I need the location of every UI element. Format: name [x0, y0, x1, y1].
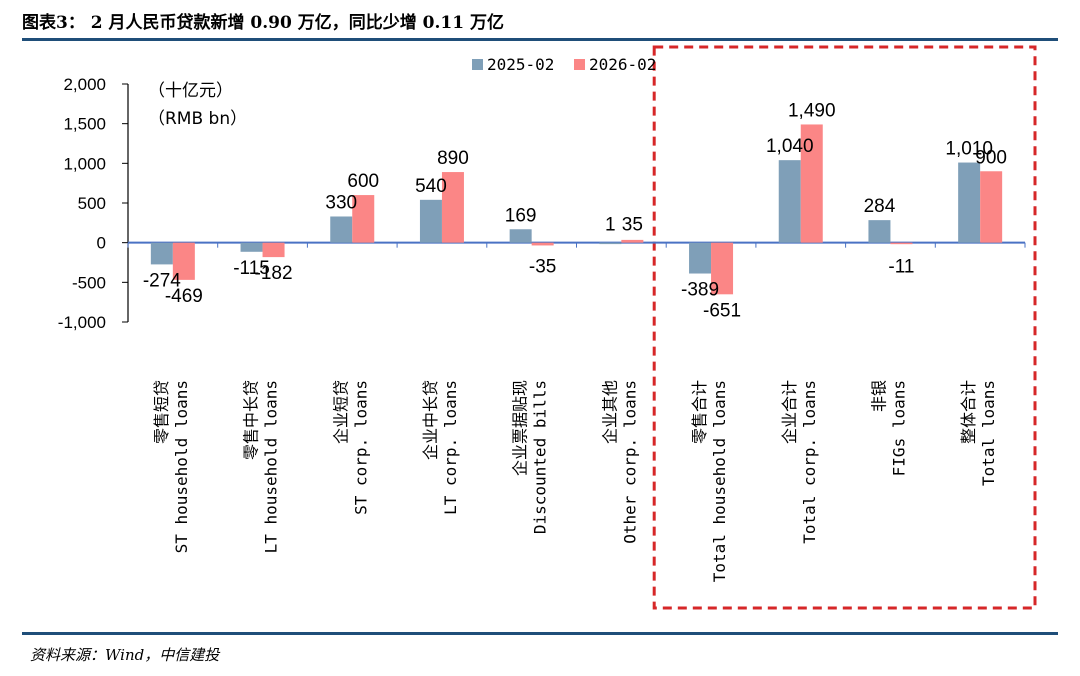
category-label-en: LT household loans — [262, 380, 281, 553]
category-label-cn: 企业票据贴现 — [511, 380, 530, 476]
bar-2025-02-6 — [689, 242, 712, 274]
unit-label-cn: （十亿元） — [148, 81, 233, 101]
data-label: -115 — [233, 258, 270, 279]
category-label: 整体合计 Total loans — [959, 380, 998, 486]
category-label: 零售合计 Total household loans — [690, 380, 729, 582]
bar-2026-02-9 — [980, 171, 1003, 243]
y-tick-label: 1,000 — [63, 154, 106, 173]
data-label: -274 — [143, 270, 181, 291]
category-label-cn: 非银 — [869, 380, 888, 412]
y-tick-label: 0 — [97, 234, 106, 253]
bar-2025-02-1 — [240, 242, 263, 252]
bar-2026-02-3 — [441, 172, 464, 243]
data-label: -651 — [703, 300, 741, 321]
category-label-en: Total corp. loans — [800, 380, 819, 544]
data-label: 1,040 — [766, 136, 814, 157]
category-label-en: Other corp. loans — [620, 380, 639, 544]
bar-2025-02-3 — [419, 199, 442, 243]
data-label: 284 — [864, 196, 896, 217]
category-label: 企业票据贴现 Discounted bills — [511, 380, 550, 534]
data-label: -389 — [681, 280, 719, 301]
bar-2025-02-5 — [599, 242, 622, 245]
source-note: 资料来源：Wind，中信建投 — [30, 646, 220, 664]
data-label: 540 — [415, 176, 447, 197]
category-label: 企业其他 Other corp. loans — [600, 380, 639, 544]
bar-2025-02-0 — [150, 242, 173, 265]
category-label-cn: 企业其他 — [600, 380, 619, 444]
category-label-en: LT corp. loans — [441, 380, 460, 515]
bar-2025-02-4 — [509, 229, 532, 243]
category-label-en: Total loans — [979, 380, 998, 486]
category-label: 零售中长贷 LT household loans — [242, 380, 281, 553]
bar-2026-02-8 — [890, 242, 913, 245]
data-label: 330 — [325, 192, 357, 213]
data-label: -469 — [165, 286, 203, 307]
legend-swatch — [574, 59, 585, 70]
category-label: 企业中长贷 LT corp. loans — [421, 380, 460, 515]
y-tick-label: -500 — [72, 273, 106, 292]
bar-2026-02-6 — [711, 242, 734, 295]
bar-2025-02-8 — [868, 220, 891, 243]
category-label: 企业短贷 ST corp. loans — [331, 380, 370, 515]
bar-2026-02-1 — [262, 242, 285, 258]
figure-title: 图表3： 2 月人民币贷款新增 0.90 万亿，同比少增 0.11 万亿 — [22, 13, 504, 33]
category-label-cn: 整体合计 — [959, 380, 978, 444]
data-label: 600 — [347, 171, 379, 192]
bar-chart: 2,000 1,500 1,000 500 0 -500 -1,000 -274 -115 33… — [58, 45, 1037, 610]
data-label: 1,490 — [788, 100, 836, 121]
category-label-en: Discounted bills — [531, 380, 550, 534]
highlight-box — [652, 45, 1037, 610]
category-label-en: Total household loans — [710, 380, 729, 582]
data-label: 35 — [622, 215, 643, 236]
category-label-cn: 零售中长贷 — [242, 380, 261, 460]
category-label-en: ST household loans — [172, 380, 191, 553]
category-label: 非银 FIGs loans — [869, 380, 908, 476]
category-label-cn: 零售合计 — [690, 380, 709, 444]
bottom-rule — [22, 632, 1058, 635]
data-label: -182 — [255, 263, 293, 284]
bar-2025-02-2 — [330, 216, 353, 243]
y-tick-label: -1,000 — [58, 313, 106, 332]
category-label-cn: 企业合计 — [780, 380, 799, 444]
data-label: 169 — [505, 205, 537, 226]
category-label-en: ST corp. loans — [351, 380, 370, 515]
legend-swatch — [472, 59, 483, 70]
category-label-cn: 企业短贷 — [331, 380, 350, 444]
category-label: 零售短贷 ST household loans — [152, 380, 191, 553]
data-label: 1,010 — [945, 139, 993, 160]
category-label-cn: 零售短贷 — [152, 380, 171, 444]
legend-label: 2026-02 — [589, 55, 656, 74]
bar-2025-02-7 — [778, 160, 801, 243]
bar-2026-02-4 — [531, 242, 554, 246]
category-label-en: FIGs loans — [889, 380, 908, 476]
data-label: 890 — [437, 148, 469, 169]
category-label-cn: 企业中长贷 — [421, 380, 440, 460]
category-label: 企业合计 Total corp. loans — [780, 380, 819, 544]
bar-2026-02-0 — [172, 242, 195, 280]
data-label: -11 — [888, 257, 914, 278]
data-label: -35 — [529, 257, 556, 278]
y-tick-label: 2,000 — [63, 75, 106, 94]
bar-2025-02-9 — [958, 162, 981, 243]
data-label: 900 — [975, 147, 1007, 168]
y-tick-label: 1,500 — [63, 115, 106, 134]
unit-label-en: （RMB bn） — [148, 109, 247, 129]
legend-label: 2025-02 — [487, 55, 554, 74]
data-label: 1 — [605, 215, 616, 236]
bar-2026-02-7 — [800, 124, 823, 243]
y-tick-label: 500 — [78, 194, 106, 213]
bar-2026-02-2 — [352, 195, 375, 243]
bar-2026-02-5 — [621, 239, 644, 243]
top-rule — [22, 38, 1058, 41]
